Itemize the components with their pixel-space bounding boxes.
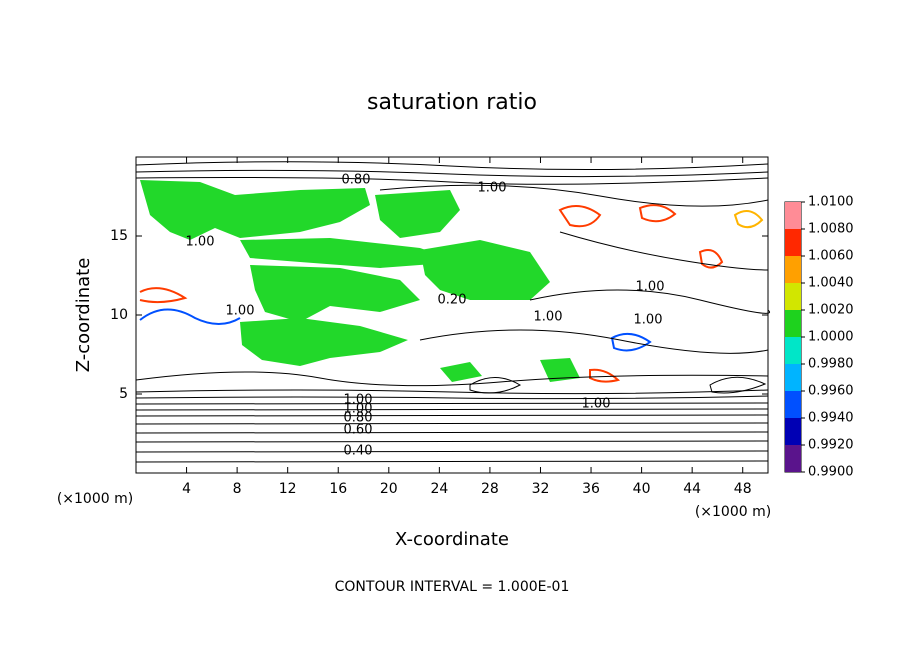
colorbar-tick-label: 0.9980 [808, 357, 854, 372]
colorbar-tick-label: 0.9900 [808, 465, 854, 480]
colorbar-band [785, 337, 801, 364]
x-tick-label: 44 [683, 481, 701, 497]
x-tick-label: 4 [182, 481, 191, 497]
x-tick-label: 36 [582, 481, 600, 497]
x-tick-label: 48 [734, 481, 752, 497]
contour-interval: CONTOUR INTERVAL = 1.000E-01 [335, 579, 570, 595]
chart-title: saturation ratio [367, 90, 537, 115]
y-tick-label: 10 [110, 307, 128, 323]
x-tick-label: 32 [532, 481, 550, 497]
contour-label: 0.40 [344, 444, 373, 459]
x-tick-label: 40 [633, 481, 651, 497]
y-tick-label: 5 [119, 386, 128, 402]
contour-label: 1.00 [344, 402, 373, 417]
y-axis-label: Z-coordinate [73, 258, 94, 373]
colorbar-band [785, 310, 801, 337]
colorbar-tick-label: 0.9920 [808, 438, 854, 453]
contour-label: 1.00 [344, 393, 373, 408]
contour-label: 1.00 [582, 397, 611, 412]
contour-lines [135, 161, 770, 463]
colorbar-band [785, 364, 801, 391]
colorbar-band [785, 445, 801, 472]
contour-label: 1.00 [186, 235, 215, 250]
colorbar-tick-label: 1.0040 [808, 276, 854, 291]
contour-label: 1.00 [534, 310, 563, 325]
contour-label: 0.80 [344, 411, 373, 426]
contour-label: 0.60 [344, 423, 373, 438]
x-tick-label: 12 [279, 481, 297, 497]
colorbar-tick-label: 0.9940 [808, 411, 854, 426]
colorbar-tick-label: 1.0080 [808, 222, 854, 237]
x-unit-label: (×1000 m) [695, 504, 771, 520]
colorbar-tick-label: 0.9960 [808, 384, 854, 399]
x-axis-label: X-coordinate [395, 529, 509, 550]
y-unit-label: (×1000 m) [57, 491, 133, 507]
colorbar-band [785, 202, 801, 229]
y-tick-label: 15 [110, 228, 128, 244]
colorbar-band [785, 418, 801, 445]
colorbar-tick-label: 1.0060 [808, 249, 854, 264]
colorbar-tick-label: 1.0020 [808, 303, 854, 318]
x-tick-label: 20 [380, 481, 398, 497]
colorbar-band [785, 391, 801, 418]
x-tick-label: 24 [430, 481, 448, 497]
contour-label: 1.00 [634, 313, 663, 328]
x-tick-label: 8 [233, 481, 242, 497]
contour-label: 1.00 [226, 304, 255, 319]
colorbar-band [785, 256, 801, 283]
field [139, 180, 764, 383]
contour-label: 0.20 [438, 293, 467, 308]
contour-label: 0.80 [342, 173, 371, 188]
x-tick-label: 16 [329, 481, 347, 497]
colorbar-tick-label: 1.0100 [808, 195, 854, 210]
x-tick-label: 28 [481, 481, 499, 497]
colorbar-tick-label: 1.0000 [808, 330, 854, 345]
contour-label: 1.00 [636, 280, 665, 295]
colorbar-band [785, 283, 801, 310]
colorbar-band [785, 229, 801, 256]
contour-label: 1.00 [478, 181, 507, 196]
